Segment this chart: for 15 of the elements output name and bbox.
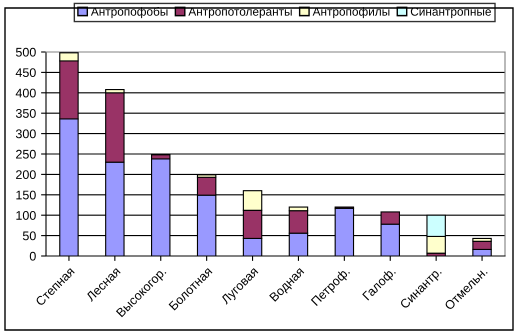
y-tick-label: 0 (30, 252, 36, 261)
y-tick-label: 100 (16, 211, 36, 220)
y-tick-label: 400 (16, 88, 36, 98)
legend-label: Антропотолеранты (188, 8, 292, 18)
y-tick-label: 250 (16, 150, 36, 159)
y-tick-label: 450 (16, 68, 36, 78)
y-tick-label: 500 (16, 48, 36, 57)
y-tick-label: 350 (16, 109, 36, 118)
y-tick-label: 150 (16, 190, 36, 200)
legend-label: Антропофобы (90, 6, 168, 18)
legend-label: Синантропные (410, 7, 491, 18)
legend-label: Антропофилы (312, 7, 390, 18)
y-tick-label: 200 (16, 170, 36, 180)
y-tick-label: 300 (16, 129, 36, 138)
y-tick-label: 50 (22, 231, 36, 240)
